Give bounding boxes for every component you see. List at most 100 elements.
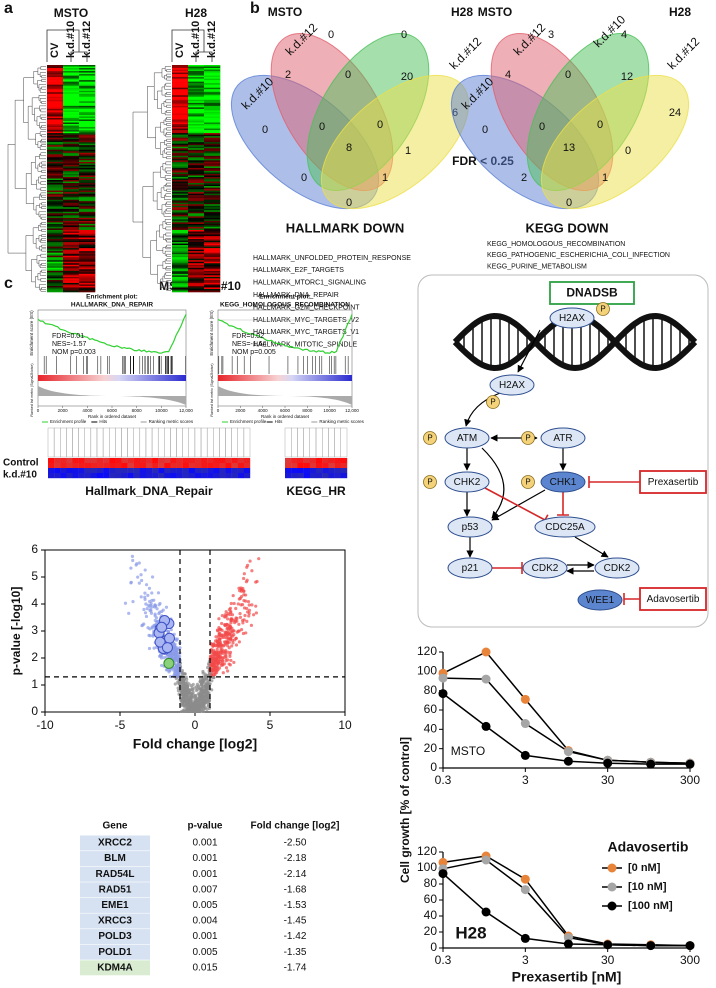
- heatmap-cell: [63, 255, 80, 258]
- heatmap-cell: [79, 72, 96, 75]
- heatmap-cell: [204, 119, 221, 122]
- heatmap-cell: [204, 275, 221, 278]
- heatmap-cell: [47, 279, 64, 282]
- expression-cell: [219, 473, 226, 479]
- heatmap-cell: [79, 201, 96, 204]
- gene-label-box: [157, 427, 165, 458]
- heatmap-cell: [47, 287, 64, 290]
- data-point: [481, 647, 491, 657]
- background-point: [136, 575, 140, 579]
- heatmap-cell: [79, 161, 96, 164]
- heatmap-cell: [204, 216, 221, 219]
- gene-label-box: [115, 427, 122, 458]
- row-dendrogram: [164, 259, 171, 264]
- expression-cell: [297, 458, 304, 464]
- heatmap-cell: [47, 161, 64, 164]
- expression-cell: [60, 463, 67, 469]
- row-dendrogram: [40, 187, 46, 191]
- heatmap-cell: [63, 173, 80, 176]
- background-point: [245, 565, 249, 569]
- expression-cell: [127, 458, 134, 464]
- heatmap-cell: [172, 263, 189, 266]
- heatmap-cell: [188, 284, 205, 287]
- background-point: [239, 589, 244, 593]
- heatmap-cell: [79, 152, 96, 155]
- heatmap-cell: [204, 210, 221, 213]
- heatmap-cell: [47, 228, 64, 231]
- background-point: [193, 701, 197, 705]
- row-dendrogram: [36, 179, 41, 190]
- heatmap-cell: [79, 66, 96, 69]
- heatmap-cell: [172, 143, 189, 146]
- background-point: [188, 699, 193, 703]
- background-point: [217, 659, 221, 663]
- heatmap-cell: [172, 139, 189, 141]
- gene-label-box: [328, 427, 335, 458]
- venn-count: 12: [621, 71, 633, 83]
- heatmap-cell: [172, 287, 189, 290]
- expression-cell: [309, 463, 317, 469]
- heatmap-cell: [172, 243, 189, 246]
- heatmap-cell: [63, 155, 80, 158]
- heatmap-cell: [188, 198, 205, 200]
- venn-count: 0: [566, 197, 572, 209]
- expression-cell: [133, 458, 141, 464]
- heatmap-cell: [204, 69, 221, 72]
- gene-label-box: [151, 427, 159, 458]
- heatmap-cell: [63, 186, 80, 188]
- expression-cell: [188, 463, 196, 469]
- heatmap-cell: [79, 217, 96, 220]
- expression-cell: [291, 473, 298, 479]
- heatmap-cell: [63, 260, 80, 263]
- heatmap-cell: [172, 127, 189, 129]
- heatmap-cell: [188, 251, 205, 253]
- venn-count: 2: [285, 69, 291, 81]
- heatmap-cell: [172, 205, 189, 208]
- expression-cell: [328, 458, 335, 464]
- expression-cell: [316, 463, 323, 469]
- expression-cell: [285, 463, 292, 469]
- heatmap-cell: [63, 157, 80, 160]
- heatmap-cell: [188, 273, 205, 276]
- diagram-node: [534, 516, 596, 538]
- heatmap-cell: [172, 148, 189, 151]
- expression-cell: [207, 468, 214, 474]
- heatmap-cell: [172, 104, 189, 107]
- heatmap-cell: [172, 231, 189, 234]
- heatmap-cell: [47, 95, 64, 98]
- row-dendrogram: [41, 161, 46, 165]
- heatmap-cell: [188, 117, 205, 120]
- background-point: [237, 629, 241, 633]
- heatmap-cell: [47, 155, 64, 158]
- heatmap-cell: [79, 229, 96, 232]
- heatmap-cell: [47, 175, 64, 178]
- background-point: [185, 680, 189, 685]
- background-point: [156, 591, 161, 595]
- heatmap-cell: [47, 164, 64, 167]
- heatmap-cell: [63, 175, 80, 178]
- heatmap-cell: [63, 276, 80, 279]
- heatmap-cell: [188, 127, 205, 129]
- heatmap-cell: [79, 130, 96, 132]
- heatmap-cell: [63, 201, 80, 204]
- heatmap-cell: [172, 236, 189, 238]
- expression-cell: [213, 473, 220, 479]
- heatmap-cell: [204, 196, 221, 199]
- background-point: [147, 646, 152, 651]
- heatmap-cell: [63, 290, 80, 293]
- heatmap-cell: [204, 228, 221, 231]
- heatmap-cell: [204, 175, 221, 178]
- heatmap-cell: [47, 211, 64, 214]
- venn-count: 0: [482, 124, 488, 136]
- gsea-tick-label: 0: [217, 408, 220, 413]
- gsea-tick-label: 8000: [132, 408, 143, 413]
- row-dendrogram: [160, 187, 165, 198]
- expression-cell: [340, 473, 348, 479]
- heatmap-cell: [63, 139, 80, 141]
- heatmap-cell: [63, 180, 80, 182]
- gsea-tick-label: 10000: [323, 408, 336, 413]
- heatmap-cell: [204, 101, 221, 104]
- heatmap-cell: [188, 288, 205, 291]
- row-dendrogram: [163, 128, 167, 136]
- diagram-node: [522, 557, 568, 579]
